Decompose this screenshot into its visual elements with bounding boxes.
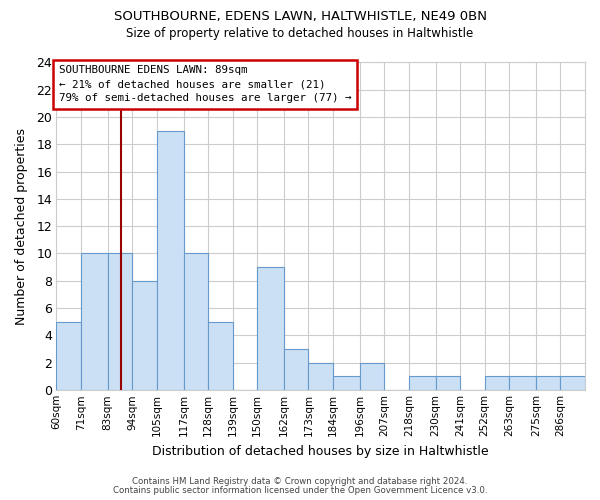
Text: SOUTHBOURNE EDENS LAWN: 89sqm
← 21% of detached houses are smaller (21)
79% of s: SOUTHBOURNE EDENS LAWN: 89sqm ← 21% of d… [59,65,351,103]
Bar [333,376,360,390]
Bar [184,254,208,390]
Bar [360,362,384,390]
Bar [132,281,157,390]
Bar [107,254,132,390]
Bar [536,376,560,390]
Bar [157,130,184,390]
Bar [509,376,536,390]
Bar [81,254,107,390]
Bar [485,376,509,390]
Bar [208,322,233,390]
Y-axis label: Number of detached properties: Number of detached properties [15,128,28,324]
Bar [56,322,81,390]
Bar [560,376,585,390]
X-axis label: Distribution of detached houses by size in Haltwhistle: Distribution of detached houses by size … [152,444,489,458]
Text: Size of property relative to detached houses in Haltwhistle: Size of property relative to detached ho… [127,28,473,40]
Bar [257,267,284,390]
Bar [308,362,333,390]
Bar [436,376,460,390]
Bar [409,376,436,390]
Text: Contains HM Land Registry data © Crown copyright and database right 2024.: Contains HM Land Registry data © Crown c… [132,477,468,486]
Text: SOUTHBOURNE, EDENS LAWN, HALTWHISTLE, NE49 0BN: SOUTHBOURNE, EDENS LAWN, HALTWHISTLE, NE… [113,10,487,23]
Text: Contains public sector information licensed under the Open Government Licence v3: Contains public sector information licen… [113,486,487,495]
Bar [284,349,308,390]
